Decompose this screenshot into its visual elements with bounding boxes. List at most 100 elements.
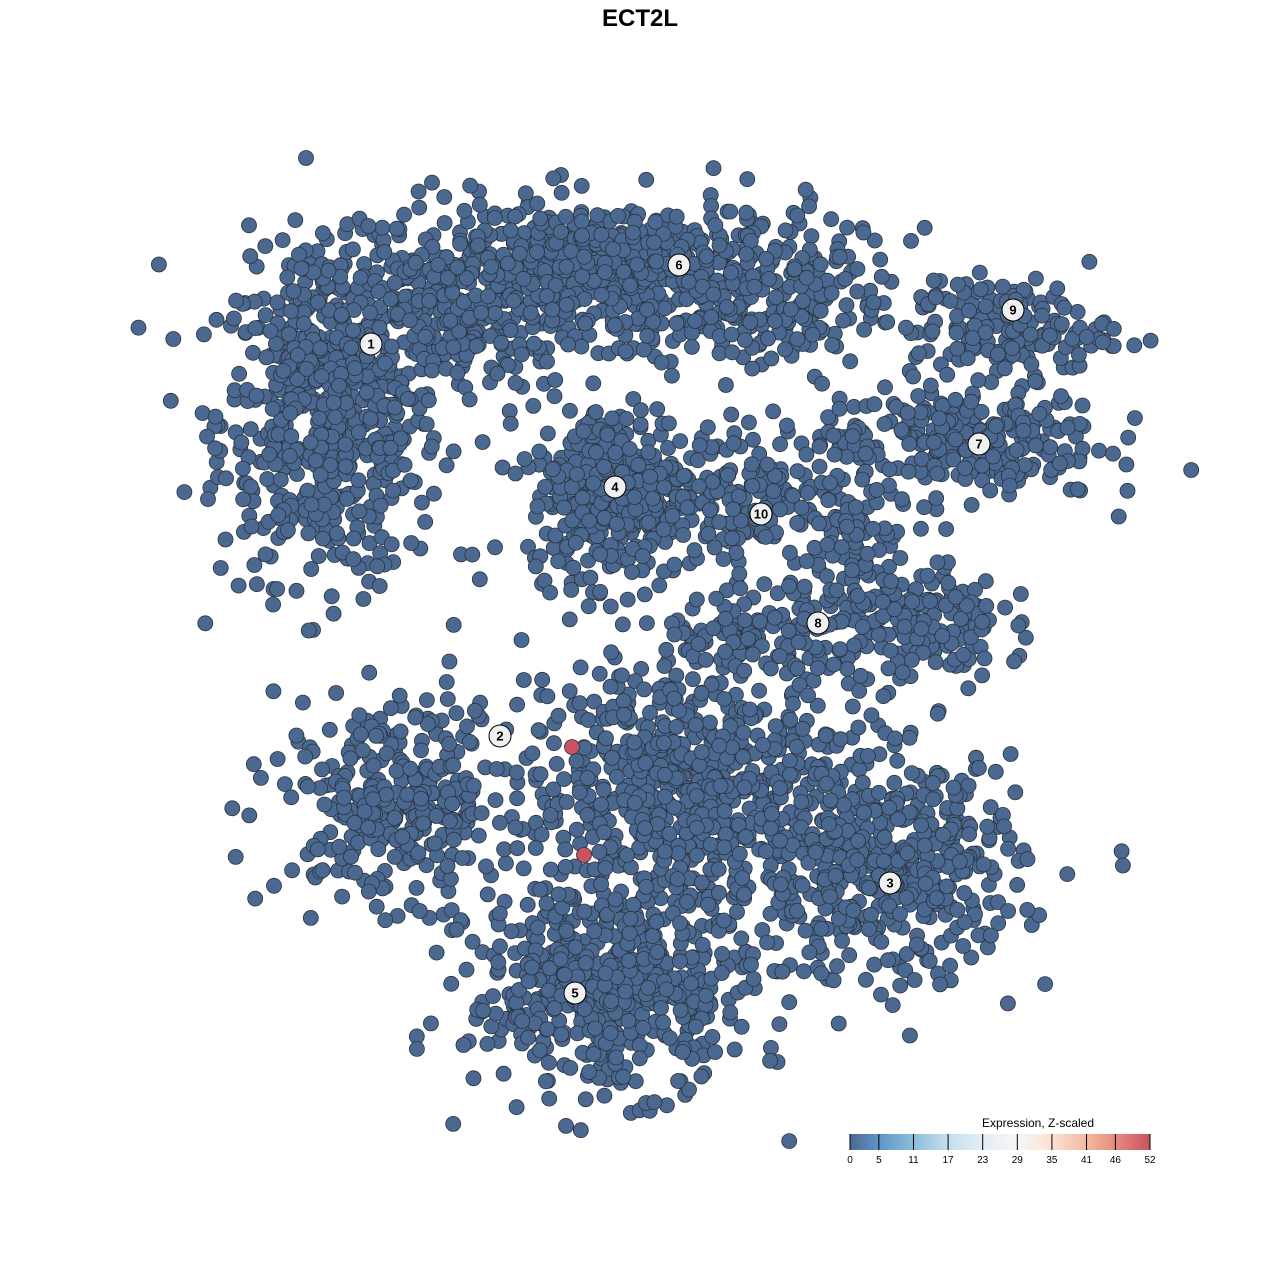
cell-point [831,248,848,265]
cell-point [604,410,621,427]
cell-point [257,546,274,563]
cell-point [873,268,890,285]
cell-point [997,599,1013,616]
cell-point [716,839,733,856]
cell-point [947,589,964,605]
cell-point [576,903,593,920]
cell-point [836,796,852,813]
cell-point [975,856,992,873]
cell-point [782,712,799,728]
cell-point [788,738,805,755]
cell-point [928,490,945,507]
cell-point [445,339,462,356]
cell-point [642,468,658,485]
cell-point [574,268,591,285]
cell-point [622,277,638,294]
cell-point [668,315,685,332]
cell-point [217,531,234,548]
cell-point [675,527,692,543]
cell-point [615,693,632,709]
cell-point [449,364,466,381]
cell-point [565,559,582,576]
cell-point [269,581,286,597]
cell-point [499,255,516,272]
cell-point [242,478,259,495]
cell-point [383,338,400,355]
cell-point [508,1099,525,1116]
cell-point [247,320,264,337]
cell-point [269,751,286,767]
cell-point [823,211,839,228]
highlighted-cell-point [576,847,592,863]
cell-point [546,735,562,752]
cell-point [257,307,274,324]
cell-point [558,923,575,939]
cell-point [823,285,840,302]
cell-point [386,849,403,865]
cell-point [781,753,798,769]
cell-point [796,578,813,595]
cell-point [495,1065,512,1082]
cell-point [362,410,379,427]
cell-point [417,328,434,345]
cell-point [598,730,614,747]
cell-point [571,784,588,801]
cell-point [497,855,514,872]
cell-point [940,574,957,591]
cell-point [971,264,988,281]
cell-point [814,375,830,392]
cell-point [1004,340,1020,357]
cell-point [245,344,261,361]
cell-point [777,341,793,358]
cell-point [1115,857,1131,874]
cell-point [331,377,347,394]
cell-point [288,582,305,599]
cell-point [615,263,632,280]
cell-point [639,327,656,344]
cell-point [820,492,837,509]
cell-point [507,208,523,225]
cluster-label-2: 2 [488,724,512,748]
cell-point [300,622,317,639]
cell-point [639,615,655,631]
cell-point [704,1029,721,1045]
cell-point [399,391,416,407]
cell-point [541,1054,557,1071]
cell-point [700,526,717,542]
cell-point [922,593,938,610]
cell-point [785,695,801,712]
cell-point [856,804,872,821]
cell-point [646,1094,663,1110]
cell-point [949,340,966,357]
cell-point [265,683,282,700]
cell-point [982,482,999,499]
cell-point [813,965,830,982]
cell-point [932,976,948,993]
cell-point [883,573,899,590]
cell-point [485,988,501,1004]
cell-point [436,189,453,205]
cell-point [1027,373,1044,390]
cell-point [845,902,862,919]
cell-point [707,217,724,234]
cell-point [828,582,845,599]
cell-point [917,875,934,892]
cell-point [737,332,753,348]
cell-point [607,444,624,461]
cell-point [466,702,483,719]
cell-point [925,791,942,808]
cell-point [454,850,471,866]
cell-point [705,620,722,637]
cell-point [1016,457,1033,474]
cell-point [597,860,614,876]
cell-point [615,1068,631,1085]
cell-point [345,530,362,547]
cell-point [592,546,609,563]
cell-point [302,910,319,926]
cell-point [248,576,265,593]
cell-point [539,688,556,705]
cell-point [729,904,745,920]
cell-point [741,414,757,431]
cell-point [424,362,440,379]
cell-point [834,933,850,949]
